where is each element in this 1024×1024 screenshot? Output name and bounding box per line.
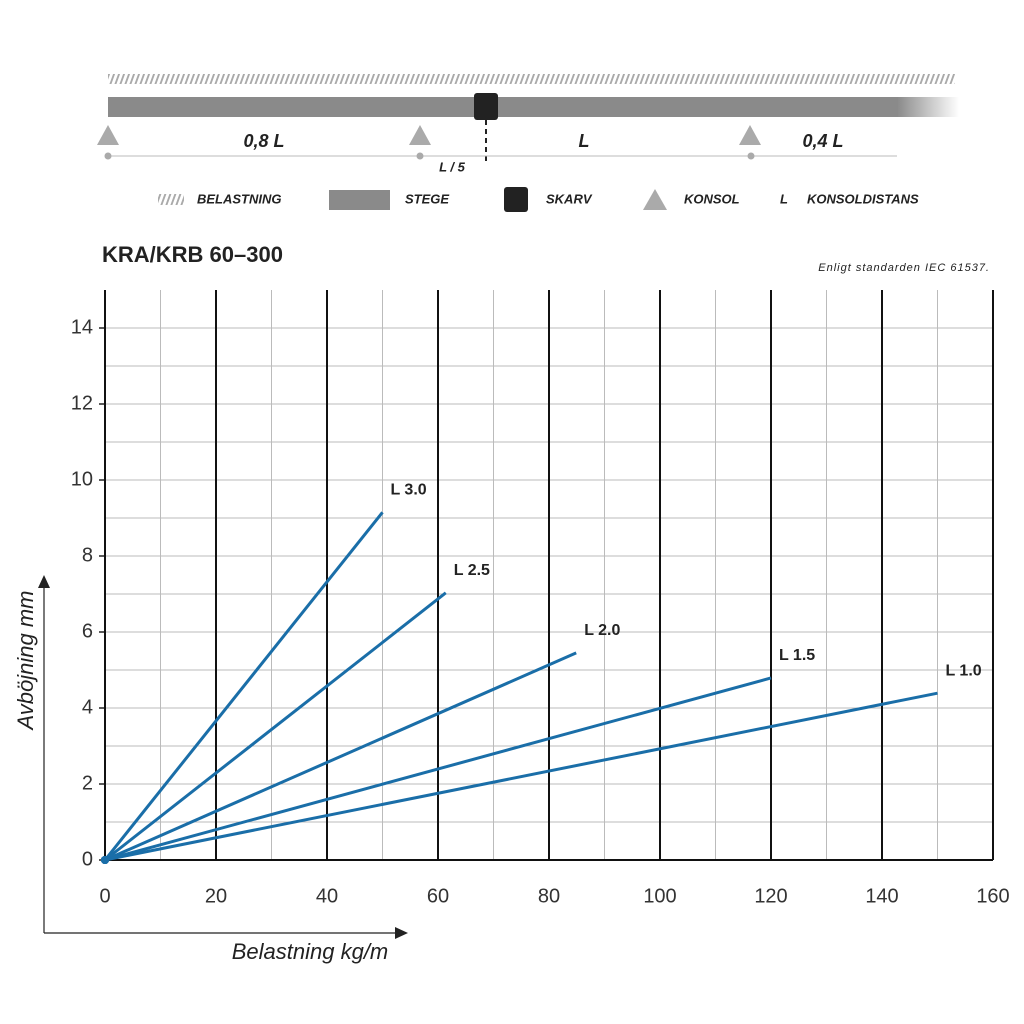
x-tick-label: 140 — [865, 885, 898, 907]
dimension-dot — [747, 152, 755, 160]
legend-text: KONSOL — [684, 191, 740, 206]
x-tick-label: 20 — [205, 885, 227, 907]
series-line — [104, 691, 938, 862]
x-tick-label: 160 — [976, 885, 1009, 907]
series-label: L 3.0 — [391, 482, 427, 499]
arrow-head — [38, 575, 50, 588]
x-tick-label: 80 — [538, 885, 560, 907]
legend-text: L — [780, 191, 788, 206]
legend-tray — [329, 190, 390, 210]
x-axis-label: Belastning kg/m — [232, 939, 389, 964]
legend-text: STEGE — [405, 191, 449, 206]
span-label: 0,4 L — [802, 131, 843, 151]
tray-fade — [897, 97, 959, 117]
load-hatch — [108, 74, 955, 84]
arrow-head — [395, 927, 408, 939]
x-tick-label: 0 — [99, 885, 110, 907]
dimension-dot — [416, 152, 424, 160]
joint-offset: L / 5 — [439, 159, 466, 174]
x-tick-label: 120 — [754, 885, 787, 907]
y-tick-label: 2 — [82, 772, 93, 794]
legend-text: SKARV — [546, 191, 593, 206]
y-tick-label: 14 — [71, 316, 93, 338]
origin-point — [101, 856, 109, 864]
span-label: 0,8 L — [243, 131, 284, 151]
series-line — [104, 676, 772, 862]
y-tick-label: 4 — [82, 696, 93, 718]
span-diagram: 0,8 L L 0,4 L L / 5 — [97, 74, 959, 174]
dimension-dot — [104, 152, 112, 160]
bracket — [97, 125, 119, 145]
y-tick-label: 8 — [82, 544, 93, 566]
series-line — [104, 651, 577, 862]
series-line — [104, 591, 447, 862]
chart-title: KRA/KRB 60–300 — [102, 242, 283, 267]
series-label: L 1.5 — [779, 647, 815, 664]
span-label: L — [579, 131, 590, 151]
y-axis-label: Avböjning mm — [13, 591, 38, 732]
legend-bracket — [643, 189, 667, 210]
legend-text: BELASTNING — [197, 191, 282, 206]
y-tick-label: 12 — [71, 392, 93, 414]
diagram-legend: BELASTNING STEGE SKARV KONSOL L KONSOLDI… — [158, 187, 919, 212]
series-label: L 2.5 — [454, 562, 490, 579]
joint — [474, 93, 498, 120]
x-tick-label: 40 — [316, 885, 338, 907]
chart-subtitle: Enligt standarden IEC 61537. — [818, 262, 990, 274]
tray-bar — [108, 97, 898, 117]
y-tick-label: 0 — [82, 848, 93, 870]
legend-text: KONSOLDISTANS — [807, 191, 919, 206]
y-tick-label: 10 — [71, 468, 93, 490]
bracket — [409, 125, 431, 145]
series-line — [103, 511, 384, 861]
legend-hatch — [158, 194, 184, 205]
bracket — [739, 125, 761, 145]
series-label: L 2.0 — [584, 622, 620, 639]
series-label: L 1.0 — [946, 662, 982, 679]
y-tick-label: 6 — [82, 620, 93, 642]
x-tick-label: 100 — [643, 885, 676, 907]
x-tick-label: 60 — [427, 885, 449, 907]
legend-joint — [504, 187, 528, 212]
